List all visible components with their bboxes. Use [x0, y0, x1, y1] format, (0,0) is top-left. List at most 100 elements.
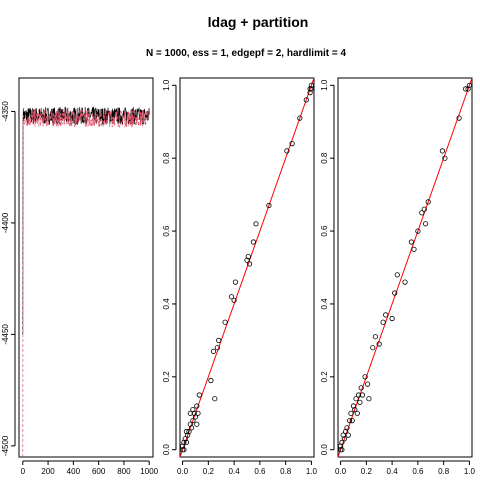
scatter-point [366, 396, 372, 402]
scatter-point [357, 399, 363, 405]
y-tick-label: 0.8 [162, 152, 171, 164]
trace-line-chain-2 [22, 109, 150, 458]
scatter-point [216, 337, 222, 343]
y-tick-label: 0.0 [162, 444, 171, 456]
y-tick-label: 0.2 [162, 371, 171, 383]
figure-subtitle: N = 1000, ess = 1, edgepf = 2, hardlimit… [146, 48, 347, 59]
scatter-point [222, 319, 228, 325]
scatter-point [194, 403, 200, 409]
scatter-point [425, 199, 431, 205]
scatter-point [394, 272, 400, 278]
trace-line-chain-1 [22, 106, 150, 335]
x-tick-label: 0.0 [335, 467, 347, 476]
y-tick-label: 0.4 [320, 298, 329, 310]
scatter-point [380, 319, 386, 325]
x-tick-label: 1.0 [306, 467, 318, 476]
scatter-point [362, 374, 368, 380]
x-tick-label: 400 [67, 467, 81, 476]
plot-frame [337, 77, 473, 458]
scatter-point [232, 279, 238, 285]
scatter-point [345, 432, 351, 438]
scatter-point [228, 294, 235, 300]
scatter-point [358, 385, 364, 391]
scatter-point [352, 406, 358, 413]
x-tick-label: 0.0 [177, 467, 189, 476]
identity-reference-line [179, 77, 315, 458]
scatter-point [208, 377, 214, 384]
scatter-point [419, 210, 425, 216]
y-tick-label: 0.6 [320, 225, 329, 237]
scatter-point [210, 348, 217, 354]
x-tick-label: 0.8 [438, 467, 450, 476]
trace-panel: 0 200 400 600 800 1000 -4500 -4450 -4400 -4350 [1, 77, 159, 476]
scatter-point [439, 148, 445, 154]
scatter-point [308, 86, 314, 92]
scatter-point [411, 246, 417, 252]
scatter-point [442, 155, 448, 161]
scatter-point [266, 202, 272, 209]
figure-title: ldag + partition [208, 14, 309, 30]
scatter-point [187, 410, 193, 416]
scatter-point [339, 439, 345, 445]
scatter-point [284, 148, 290, 154]
scatter-point [192, 414, 199, 420]
scatter-point [359, 392, 366, 398]
scatter-point [250, 239, 256, 245]
y-tick-label: -4350 [1, 101, 10, 122]
scatter-point [392, 290, 398, 296]
scatter-point [245, 254, 251, 260]
x-tick-label: 200 [41, 467, 55, 476]
x-tick-label: 0.2 [203, 467, 215, 476]
y-tick-label: -4500 [1, 435, 10, 456]
scatter-point [339, 447, 345, 453]
y-tick-label: 0.6 [162, 225, 171, 237]
scatter-point [422, 221, 429, 227]
scatter-point [212, 396, 218, 402]
plot-frame [179, 77, 315, 458]
scatter-point [421, 206, 427, 212]
scatter-point [182, 436, 188, 442]
scatter-point [372, 334, 378, 340]
scatter-point [355, 392, 362, 398]
scatter-point [364, 381, 371, 387]
x-tick-label: 800 [117, 467, 131, 476]
scatter-point [253, 221, 259, 227]
y-tick-label: 1.0 [162, 79, 171, 91]
scatter-point [354, 410, 360, 416]
y-tick-label: 0.8 [320, 152, 329, 164]
scatter-point [181, 447, 187, 453]
scatter-point [214, 345, 220, 351]
scatter-point [456, 115, 462, 121]
y-tick-label: 0.0 [320, 444, 329, 456]
x-tick-label: 0.6 [254, 467, 266, 476]
scatter-point [353, 396, 359, 402]
scatter-point [308, 82, 314, 88]
scatter-point [297, 115, 303, 121]
x-tick-label: 0.4 [387, 467, 399, 476]
scatter-point [186, 428, 192, 435]
scatter-point [348, 410, 354, 416]
scatter-point [344, 425, 350, 431]
x-tick-label: 0.2 [361, 467, 373, 476]
x-tick-label: 1.0 [464, 467, 476, 476]
x-tick-label: 0 [21, 467, 26, 476]
scatter-point [303, 97, 309, 103]
scatter-point [195, 410, 201, 416]
scatter-point [383, 312, 389, 318]
scatter-point [415, 228, 421, 234]
scatter-point [194, 421, 200, 427]
x-tick-label: 1000 [140, 467, 158, 476]
scatter-panel-right: 0.0 0.2 0.4 0.6 0.8 1.0 0.0 0.2 0.4 0.6 0.8 1.0 [320, 77, 476, 476]
scatter-point [389, 315, 395, 322]
scatter-point [466, 82, 472, 88]
x-tick-label: 600 [92, 467, 106, 476]
x-tick-label: 0.4 [229, 467, 241, 476]
y-tick-label: -4450 [1, 324, 10, 345]
scatter-point [190, 417, 196, 424]
scatter-point [462, 86, 469, 92]
x-tick-label: 0.8 [280, 467, 292, 476]
scatter-point [341, 436, 347, 442]
y-tick-label: 0.2 [320, 371, 329, 383]
scatter-panel-left: 0.0 0.2 0.4 0.6 0.8 1.0 0.0 0.2 0.4 0.6 0.8 1.0 [162, 77, 318, 476]
